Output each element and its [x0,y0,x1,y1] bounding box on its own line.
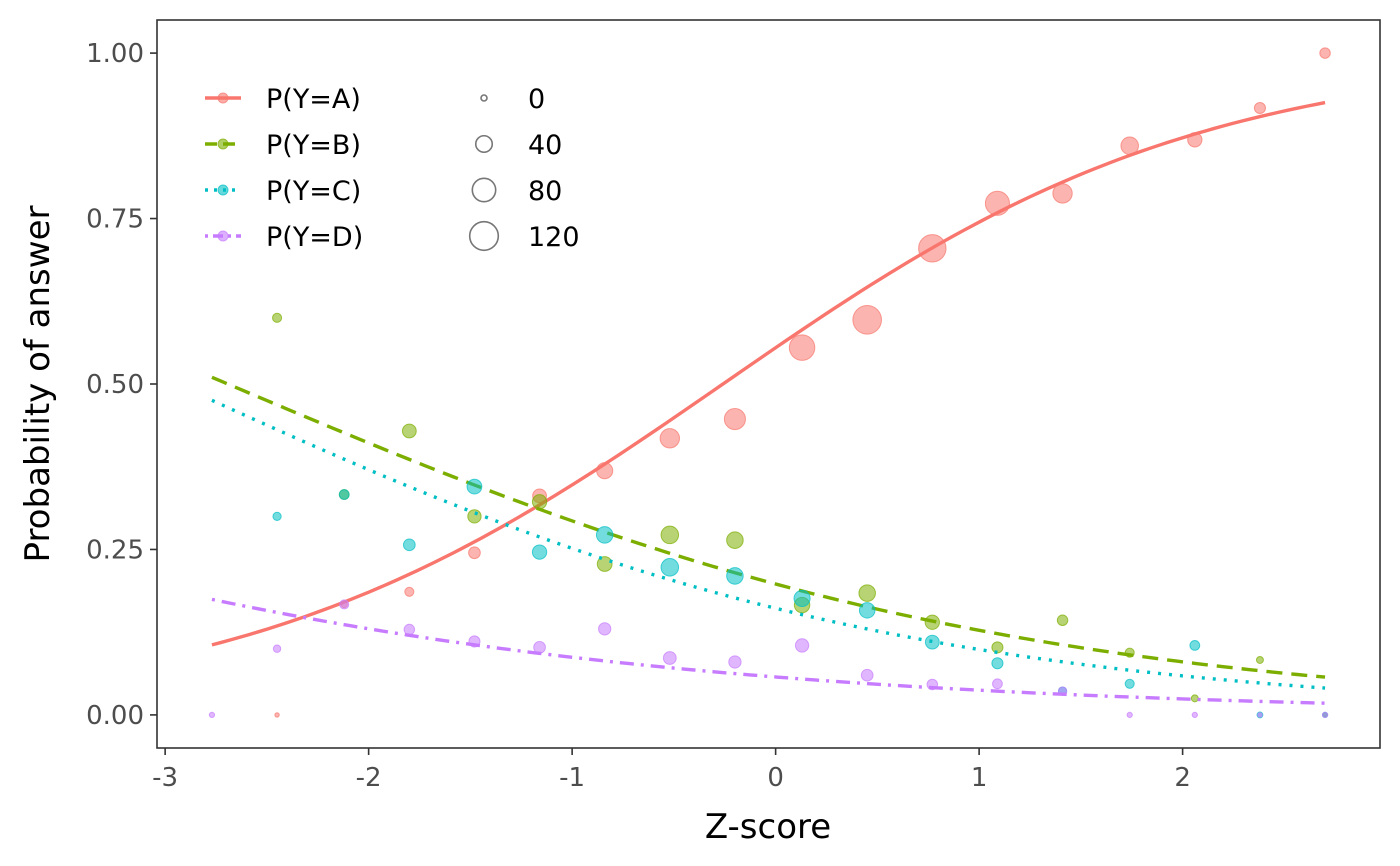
data-point [339,599,350,610]
data-point [1056,614,1069,627]
fitted-curve [211,375,1326,679]
data-point [1321,711,1329,719]
data-point [794,638,810,653]
data-point [466,478,483,495]
size-legend-entry: 80 [471,176,562,207]
legend-label: P(Y=B) [266,130,361,161]
size-legend-entry: 120 [468,220,580,253]
data-point [723,408,746,431]
legend-key-point [217,92,229,104]
x-axis-title: Z-score [705,807,831,847]
data-point [1257,712,1263,718]
y-axis-title: Probability of answer [18,206,58,563]
data-point [858,584,876,602]
legend-key-point [217,184,229,196]
x-tick-label: 1 [971,763,988,793]
data-point [596,556,613,572]
size-legend-circle [480,94,488,102]
size-legend-circle [468,220,500,252]
data-point [531,494,548,510]
data-point [274,712,280,718]
data-point [662,651,677,665]
data-point [726,567,744,585]
data-point [272,644,282,653]
fitted-curve [211,597,1326,705]
data-point [1124,678,1135,689]
data-point [595,526,614,544]
legend-label: P(Y=A) [266,84,361,115]
data-point [1255,656,1264,664]
legend-entry: P(Y=C) [205,176,361,207]
y-tick-label: 0.50 [86,370,144,400]
data-point [467,509,482,524]
legend-entry: P(Y=D) [205,222,363,253]
data-point [852,304,883,335]
fitted-curve [211,100,1326,647]
size-legend-label: 40 [528,130,562,161]
data-point [1319,47,1331,59]
data-point [338,489,350,500]
data-point [272,312,283,323]
legend-label: P(Y=C) [266,176,361,207]
data-point [1191,711,1198,719]
data-point [402,538,416,552]
x-tick-label: 0 [767,763,784,793]
size-legend-circle [474,134,494,154]
data-point [660,558,680,577]
data-point [793,589,811,607]
data-point [788,334,816,361]
size-legend-circle [471,177,497,203]
legend-label: P(Y=D) [266,222,363,253]
size-legend-entry: 40 [474,130,562,161]
y-tick-label: 1.00 [86,39,144,69]
data-point [860,668,874,682]
series-layer [208,47,1331,719]
data-point [208,711,216,719]
y-tick-label: 0.75 [86,205,144,235]
legend-entry: P(Y=B) [205,130,361,161]
data-point [660,525,680,545]
data-point [924,634,940,650]
data-point [401,423,417,439]
axes-layer: -3 -2 -1 0 1 2 0.00 0.25 0.50 0.75 1.00 [86,39,1191,793]
size-legend-label: 0 [528,84,545,115]
fitted-curve [211,398,1326,690]
data-point [1189,640,1201,651]
series-4 [208,597,1329,719]
data-point [726,531,744,549]
legend-entry: P(Y=A) [205,84,361,115]
data-point [991,657,1004,670]
x-tick-label: 2 [1174,763,1191,793]
legend-key-point [217,138,229,150]
data-point [404,586,415,597]
data-point [272,511,282,521]
data-point [991,641,1004,654]
data-point [598,622,612,636]
x-tick-label: -3 [152,763,178,793]
data-point [468,546,481,560]
data-point [858,602,876,619]
data-point [1126,711,1133,719]
legend-key-point [217,230,229,242]
series-1 [211,47,1331,718]
data-point [1253,101,1266,115]
x-tick-label: -1 [559,763,585,793]
data-point [531,544,548,560]
size-legend-entry: 0 [480,84,545,115]
data-point [992,678,1003,690]
x-tick-label: -2 [356,763,382,793]
y-tick-label: 0.25 [86,535,144,565]
data-point [659,428,680,449]
size-legend-label: 120 [528,222,580,253]
legend: P(Y=A) P(Y=B) P(Y=C) P(Y=D) 0 40 80 120 [205,84,580,253]
y-tick-label: 0.00 [86,701,144,731]
size-legend-label: 80 [528,176,562,207]
data-point [728,655,742,669]
data-point [1190,694,1199,703]
